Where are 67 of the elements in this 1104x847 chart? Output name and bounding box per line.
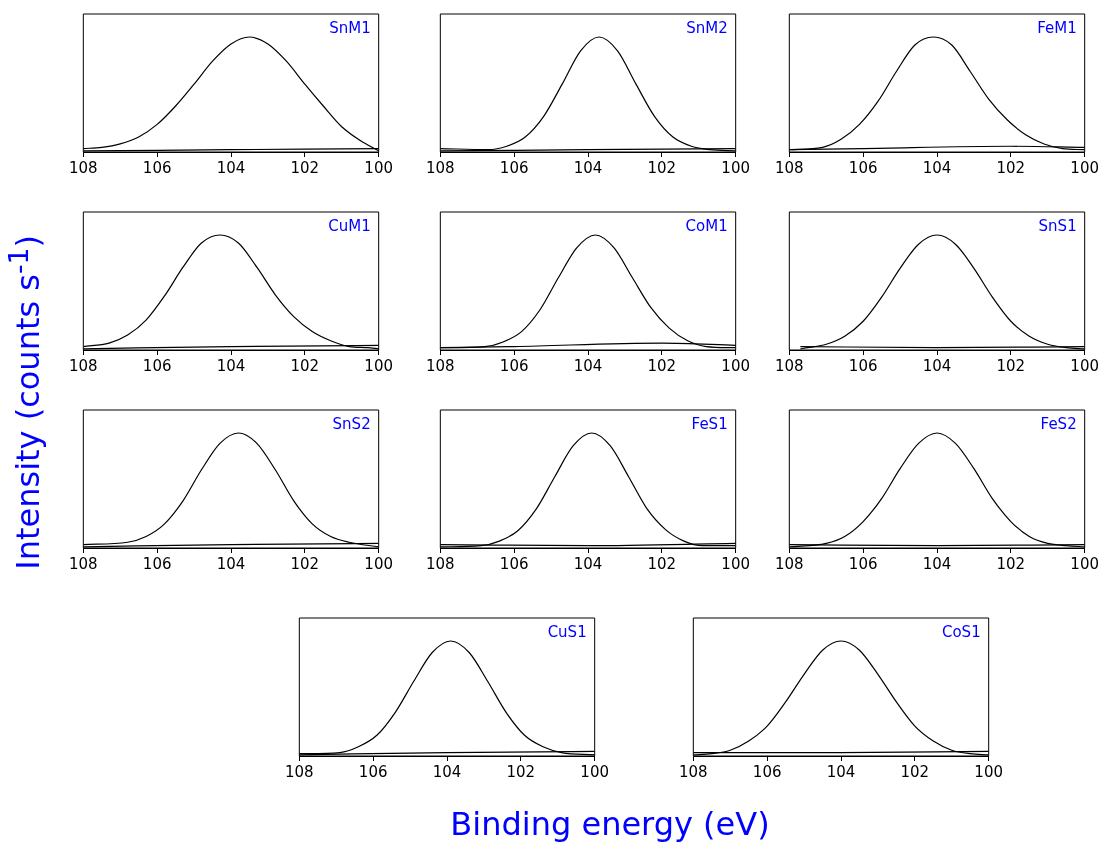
x-tick-label: 108 bbox=[774, 158, 804, 177]
x-tick-label: 102 bbox=[290, 356, 320, 375]
x-tick-label: 108 bbox=[425, 554, 455, 573]
x-tick-label: 100 bbox=[974, 762, 1004, 781]
x-tick-label: 106 bbox=[848, 554, 878, 573]
chart-title: CuS1 bbox=[547, 623, 587, 642]
x-tick-label: 106 bbox=[752, 762, 782, 781]
x-tick-label: 106 bbox=[142, 158, 172, 177]
x-tick-label: 100 bbox=[1070, 356, 1100, 375]
x-tick-label: 108 bbox=[425, 356, 455, 375]
x-tick-label: 102 bbox=[900, 762, 930, 781]
chart-title: CoS1 bbox=[941, 623, 981, 642]
x-tick-label: 106 bbox=[142, 554, 172, 573]
x-tick-label: 104 bbox=[432, 762, 462, 781]
x-tick-label: 100 bbox=[364, 554, 394, 573]
x-tick-label: 102 bbox=[290, 554, 320, 573]
x-tick-label: 102 bbox=[290, 158, 320, 177]
chart-title: SnS1 bbox=[1038, 217, 1077, 236]
x-tick-label: 106 bbox=[142, 356, 172, 375]
chart-title: FeS2 bbox=[1040, 415, 1077, 434]
x-tick-label: 100 bbox=[580, 762, 610, 781]
x-tick-label: 104 bbox=[922, 158, 952, 177]
x-tick-label: 106 bbox=[499, 554, 529, 573]
x-tick-label: 100 bbox=[1070, 158, 1100, 177]
x-tick-label: 104 bbox=[216, 554, 246, 573]
x-tick-label: 104 bbox=[216, 158, 246, 177]
chart-title: FeM1 bbox=[1037, 19, 1077, 38]
x-tick-label: 104 bbox=[573, 554, 603, 573]
chart-title: CuM1 bbox=[328, 217, 371, 236]
x-tick-label: 102 bbox=[647, 554, 677, 573]
x-tick-label: 108 bbox=[284, 762, 314, 781]
x-tick-label: 100 bbox=[721, 158, 751, 177]
x-tick-label: 106 bbox=[499, 158, 529, 177]
x-tick-label: 108 bbox=[678, 762, 708, 781]
chart-title: SnS2 bbox=[332, 415, 371, 434]
x-tick-label: 106 bbox=[848, 356, 878, 375]
x-tick-label: 104 bbox=[922, 356, 952, 375]
x-tick-label: 104 bbox=[573, 158, 603, 177]
x-tick-label: 108 bbox=[425, 158, 455, 177]
x-tick-label: 100 bbox=[1070, 554, 1100, 573]
x-tick-label: 100 bbox=[721, 554, 751, 573]
x-axis-title: Binding energy (eV) bbox=[449, 805, 771, 843]
x-tick-label: 106 bbox=[499, 356, 529, 375]
x-tick-label: 104 bbox=[922, 554, 952, 573]
x-tick-label: 108 bbox=[68, 554, 98, 573]
x-tick-label: 106 bbox=[358, 762, 388, 781]
chart-title: SnM2 bbox=[686, 19, 728, 38]
x-tick-label: 104 bbox=[826, 762, 856, 781]
x-tick-label: 102 bbox=[506, 762, 536, 781]
x-tick-label: 100 bbox=[364, 158, 394, 177]
x-tick-label: 102 bbox=[996, 554, 1026, 573]
x-tick-label: 104 bbox=[573, 356, 603, 375]
x-tick-label: 104 bbox=[216, 356, 246, 375]
x-tick-label: 108 bbox=[68, 356, 98, 375]
x-tick-label: 102 bbox=[647, 158, 677, 177]
x-tick-label: 106 bbox=[848, 158, 878, 177]
x-tick-label: 102 bbox=[996, 356, 1026, 375]
x-tick-label: 100 bbox=[721, 356, 751, 375]
chart-title: FeS1 bbox=[691, 415, 728, 434]
chart-title: CoM1 bbox=[685, 217, 728, 236]
chart-title: SnM1 bbox=[329, 19, 371, 38]
x-tick-label: 108 bbox=[774, 356, 804, 375]
x-tick-label: 102 bbox=[647, 356, 677, 375]
x-tick-label: 100 bbox=[364, 356, 394, 375]
x-tick-label: 108 bbox=[68, 158, 98, 177]
x-tick-label: 102 bbox=[996, 158, 1026, 177]
x-tick-label: 108 bbox=[774, 554, 804, 573]
